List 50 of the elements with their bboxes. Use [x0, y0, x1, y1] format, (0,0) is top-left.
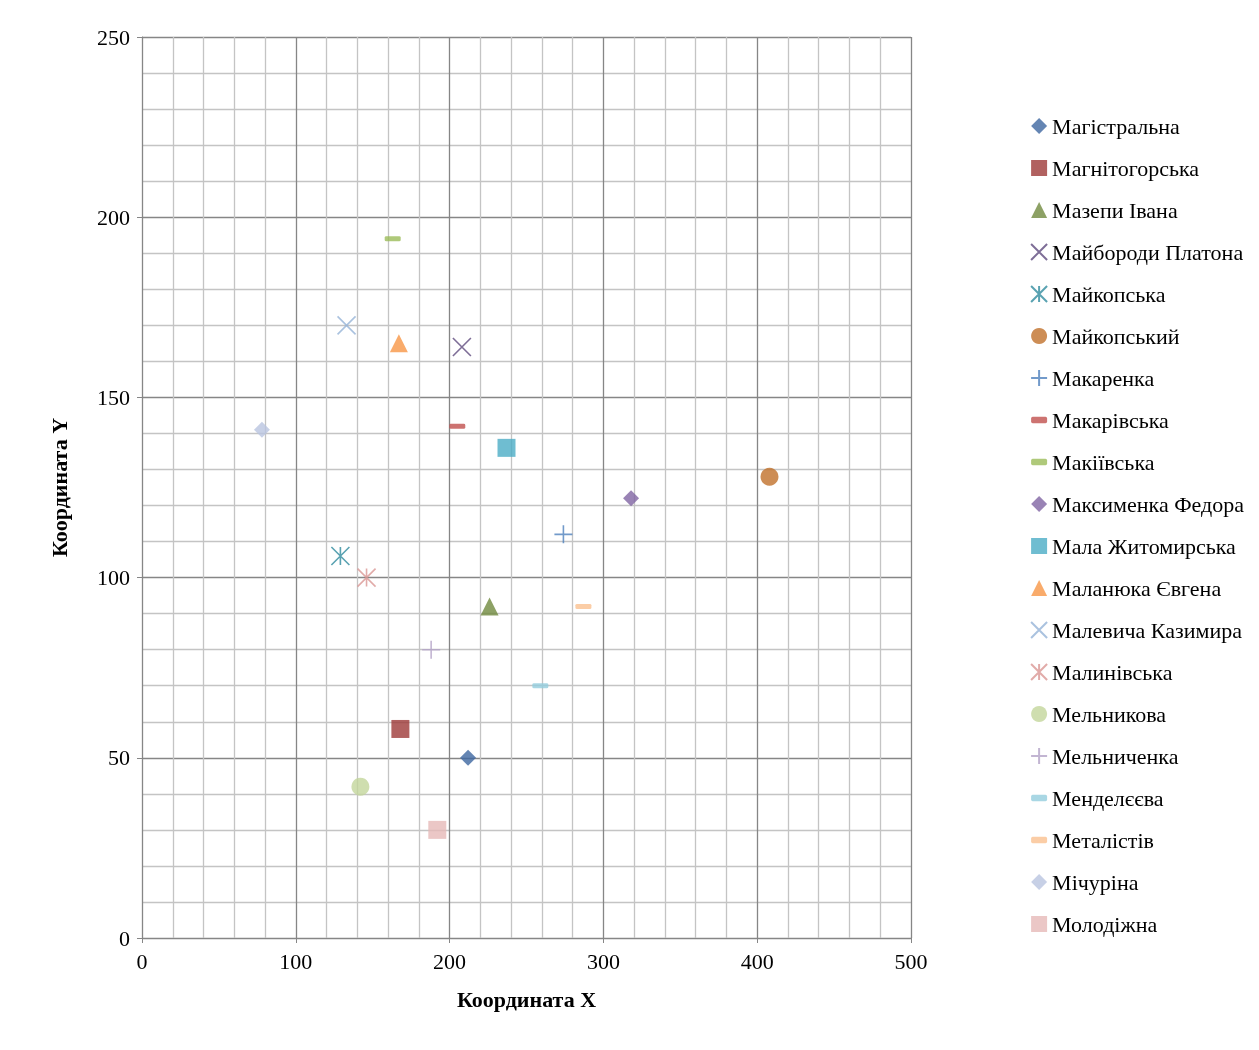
- legend-label: Магнітогорська: [1052, 155, 1200, 181]
- point: [253, 421, 270, 438]
- point: [336, 315, 357, 336]
- point: [760, 467, 779, 486]
- point: [460, 749, 477, 766]
- point: [330, 546, 351, 566]
- x-axis-title: Координата X: [456, 986, 597, 1012]
- point: [391, 719, 410, 738]
- y-tick-label: 150: [97, 384, 130, 410]
- legend-label: Майкопська: [1052, 281, 1166, 307]
- x-tick-label: 100: [279, 948, 313, 974]
- legend-label: Мала Житомирська: [1052, 533, 1237, 559]
- legend-label: Мічуріна: [1052, 869, 1139, 895]
- point: [351, 777, 370, 796]
- legend-label: Мазепи Івана: [1052, 197, 1178, 223]
- legend-label: Магістральна: [1052, 113, 1180, 139]
- point: [623, 490, 640, 507]
- y-tick-label: 100: [97, 565, 130, 591]
- x-tick-label: 0: [136, 948, 148, 974]
- point: [497, 438, 516, 457]
- y-tick-label: 0: [119, 925, 130, 951]
- y-tick-label: 200: [97, 204, 130, 230]
- point: [452, 337, 472, 357]
- point: [389, 334, 408, 353]
- legend-label: Макаренка: [1052, 365, 1155, 391]
- legend-label: Майкопський: [1052, 323, 1180, 349]
- legend-label: Майбороди Платона: [1052, 239, 1244, 265]
- legend-label: Маланюка Євгена: [1052, 575, 1222, 601]
- legend-label: Менделєєва: [1052, 785, 1164, 811]
- x-tick-label: 300: [586, 948, 620, 974]
- y-tick-label: 50: [108, 745, 130, 771]
- legend-label: Макіївська: [1052, 449, 1155, 475]
- legend-label: Малевича Казимира: [1052, 617, 1243, 643]
- y-tick-label: 250: [97, 24, 130, 50]
- x-tick-label: 500: [894, 948, 928, 974]
- point: [553, 524, 574, 545]
- legend-label: Металістів: [1052, 827, 1154, 853]
- legend-label: Мельникова: [1052, 701, 1167, 727]
- legend-label: Молодіжна: [1052, 911, 1158, 937]
- legend-label: Малинівська: [1052, 659, 1173, 685]
- point: [356, 567, 377, 588]
- x-tick-label: 200: [433, 948, 467, 974]
- legend-label: Мельниченка: [1052, 743, 1179, 769]
- legend-label: Максименка Федора: [1052, 491, 1245, 517]
- point: [421, 639, 441, 660]
- point: [480, 597, 499, 616]
- x-tick-label: 400: [740, 948, 774, 974]
- legend-label: Макарівська: [1052, 407, 1170, 433]
- point: [428, 820, 447, 839]
- y-axis-title: Координата Y: [46, 417, 72, 558]
